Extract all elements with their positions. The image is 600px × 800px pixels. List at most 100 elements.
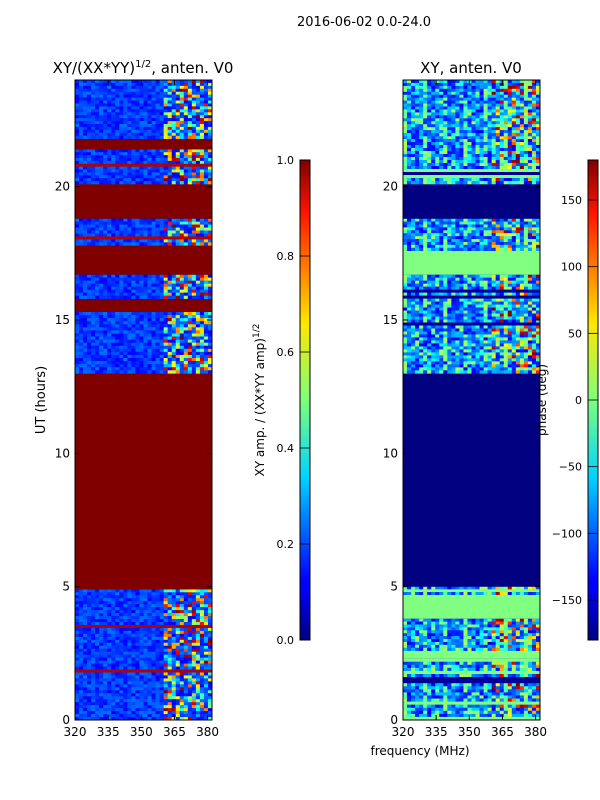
heatmap-cell bbox=[179, 324, 185, 328]
heatmap-cell bbox=[119, 717, 124, 721]
heatmap-cell bbox=[115, 135, 120, 139]
heatmap-cell bbox=[483, 704, 488, 709]
heatmap-cell bbox=[139, 651, 144, 655]
heatmap-cell bbox=[439, 713, 444, 718]
heatmap-cell bbox=[515, 670, 521, 675]
heatmap-cell bbox=[135, 654, 140, 658]
heatmap-cell bbox=[195, 318, 201, 322]
heatmap-cell bbox=[95, 708, 100, 712]
heatmap-cell bbox=[159, 361, 164, 365]
heatmap-cell bbox=[115, 613, 120, 617]
heatmap-cell bbox=[187, 630, 193, 635]
heatmap-cell bbox=[435, 692, 440, 696]
heatmap-cell bbox=[495, 677, 501, 681]
heatmap-cell bbox=[535, 680, 541, 684]
heatmap-cell bbox=[163, 370, 168, 374]
heatmap-cell bbox=[151, 312, 156, 316]
heatmap-cell bbox=[183, 330, 189, 334]
heatmap-cell bbox=[127, 613, 132, 617]
heatmap-cell bbox=[207, 160, 213, 165]
heatmap-cell bbox=[463, 633, 468, 637]
heatmap-cell bbox=[147, 230, 152, 234]
heatmap-cell bbox=[427, 670, 432, 675]
heatmap-cell bbox=[83, 624, 88, 629]
heatmap-cell bbox=[91, 624, 96, 629]
heatmap-cell bbox=[163, 660, 168, 664]
heatmap-cell bbox=[99, 121, 104, 125]
heatmap-cell bbox=[131, 88, 136, 93]
heatmap-cell bbox=[155, 283, 160, 287]
heatmap-cell bbox=[99, 318, 104, 322]
heatmap-cell bbox=[147, 158, 152, 162]
heatmap-cell bbox=[143, 604, 148, 608]
heatmap-cell bbox=[163, 274, 168, 278]
heatmap-cell bbox=[499, 677, 505, 681]
heatmap-cell bbox=[123, 135, 128, 139]
heatmap-cell bbox=[171, 589, 177, 593]
heatmap-cell bbox=[83, 126, 88, 131]
heatmap-cell bbox=[75, 708, 80, 712]
heatmap-cell bbox=[83, 336, 88, 340]
heatmap-cell bbox=[127, 97, 132, 101]
colorbar-tick-label: 0.0 bbox=[277, 634, 295, 647]
amplitude-colorbar: 0.00.20.40.60.81.0 XY amp. / (XX*YY amp)… bbox=[252, 154, 311, 647]
heatmap-cell bbox=[531, 716, 537, 721]
heatmap-cell bbox=[427, 692, 432, 696]
heatmap-cell bbox=[147, 693, 152, 697]
heatmap-cell bbox=[439, 683, 444, 687]
heatmap-cell bbox=[163, 333, 168, 337]
heatmap-cell bbox=[179, 126, 185, 131]
heatmap-block-constant bbox=[403, 650, 540, 659]
heatmap-cell bbox=[167, 118, 173, 122]
heatmap-cell bbox=[151, 675, 156, 679]
heatmap-cell bbox=[87, 699, 92, 703]
heatmap-cell bbox=[471, 707, 476, 712]
heatmap-cell bbox=[107, 242, 112, 246]
heatmap-cell bbox=[111, 636, 116, 641]
heatmap-cell bbox=[95, 277, 100, 281]
heatmap-cell bbox=[83, 163, 88, 167]
heatmap-cell bbox=[119, 342, 124, 347]
heatmap-cell bbox=[91, 283, 96, 287]
heatmap-cell bbox=[535, 664, 541, 669]
heatmap-cell bbox=[159, 286, 164, 290]
heatmap-cell bbox=[451, 710, 456, 715]
heatmap-cell bbox=[103, 283, 108, 287]
heatmap-cell bbox=[155, 82, 160, 87]
heatmap-cell bbox=[87, 642, 92, 647]
heatmap-cell bbox=[75, 324, 80, 328]
heatmap-cell bbox=[207, 233, 213, 237]
heatmap-cell bbox=[199, 80, 205, 84]
heatmap-cell bbox=[191, 181, 197, 185]
heatmap-cell bbox=[407, 677, 412, 681]
heatmap-cell bbox=[519, 689, 525, 693]
heatmap-cell bbox=[491, 630, 496, 634]
heatmap-cell bbox=[151, 327, 156, 331]
heatmap-cell bbox=[151, 345, 156, 350]
heatmap-cell bbox=[119, 163, 124, 167]
heatmap-cell bbox=[183, 126, 189, 131]
heatmap-cell bbox=[135, 333, 140, 337]
heatmap-cell bbox=[171, 312, 177, 316]
heatmap-cell bbox=[187, 160, 193, 165]
heatmap-cell bbox=[439, 586, 444, 590]
heatmap-cell bbox=[135, 181, 140, 185]
heatmap-cell bbox=[183, 172, 189, 176]
heatmap-cell bbox=[131, 221, 136, 225]
heatmap-cell bbox=[439, 658, 444, 663]
heatmap-cell bbox=[123, 327, 128, 331]
heatmap-cell bbox=[163, 280, 168, 284]
heatmap-cell bbox=[123, 645, 128, 650]
heatmap-cell bbox=[155, 149, 160, 153]
heatmap-cell bbox=[459, 707, 464, 712]
heatmap-cell bbox=[411, 683, 416, 687]
heatmap-cell bbox=[111, 121, 116, 125]
heatmap-cell bbox=[491, 674, 496, 678]
heatmap-cell bbox=[139, 636, 144, 641]
heatmap-cell bbox=[175, 348, 181, 353]
heatmap-cell bbox=[119, 666, 124, 670]
heatmap-cell bbox=[179, 595, 185, 599]
heatmap-cell bbox=[127, 106, 132, 110]
heatmap-cell bbox=[139, 610, 144, 614]
heatmap-cell bbox=[183, 85, 189, 90]
